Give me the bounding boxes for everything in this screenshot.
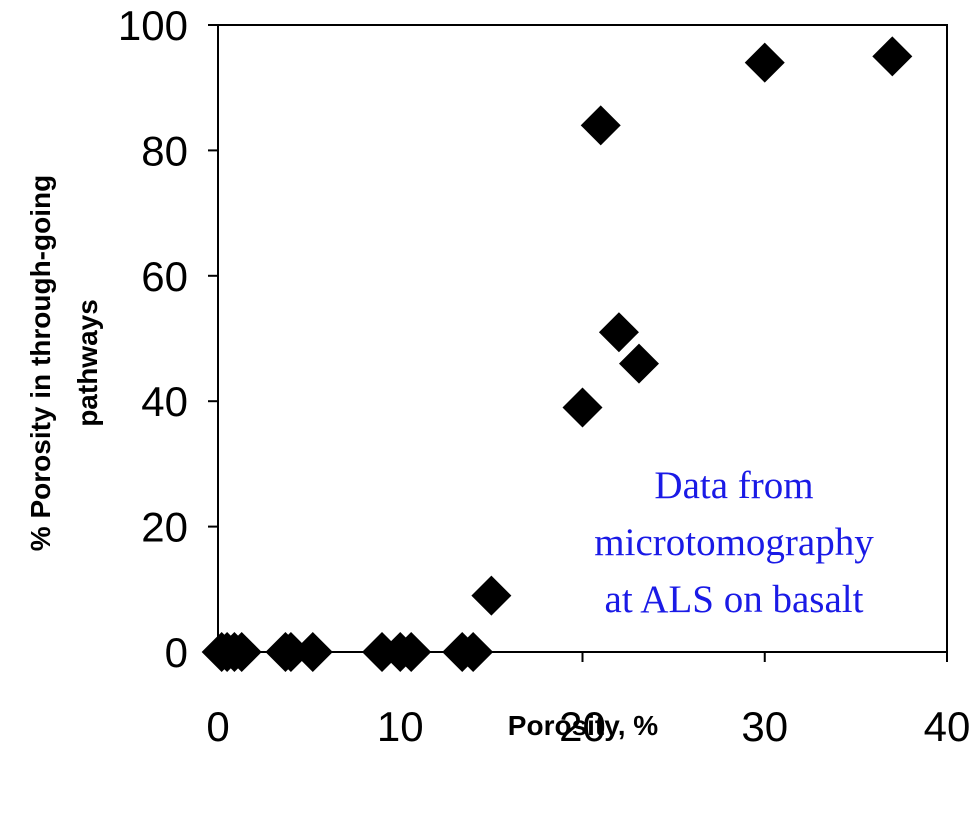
y-axis-title: % Porosity in through-going pathways: [25, 175, 103, 551]
annotation-line-1: Data from: [654, 464, 813, 507]
y-tick-label: 100: [118, 2, 188, 49]
data-point: [598, 312, 639, 353]
y-tick-label: 80: [141, 127, 188, 174]
y-tick-label: 40: [141, 378, 188, 425]
data-point: [872, 36, 913, 77]
x-axis-title: Porosity, %: [508, 710, 659, 741]
x-tick-label: 20: [559, 703, 606, 750]
annotation-line-3: at ALS on basalt: [605, 578, 864, 621]
y-axis-title-line-2: pathways: [72, 299, 103, 427]
x-tick-label: 40: [924, 703, 971, 750]
x-axis-ticks: 0 10 20 30 40: [206, 652, 970, 750]
data-point: [562, 387, 603, 428]
y-tick-label: 60: [141, 253, 188, 300]
x-tick-label: 10: [377, 703, 424, 750]
data-point: [618, 343, 659, 384]
x-tick-label: 0: [206, 703, 229, 750]
x-tick-label: 30: [741, 703, 788, 750]
data-point: [580, 105, 621, 146]
y-tick-label: 20: [141, 504, 188, 551]
data-points: [201, 36, 913, 672]
y-tick-label: 0: [165, 629, 188, 676]
data-point: [744, 42, 785, 83]
annotation-line-2: microtomography: [594, 521, 874, 564]
annotation: Data from microtomography at ALS on basa…: [594, 464, 874, 621]
y-axis-ticks: 0 20 40 60 80 100: [118, 2, 218, 676]
data-point: [471, 575, 512, 616]
y-axis-title-line-1: % Porosity in through-going: [25, 175, 56, 551]
